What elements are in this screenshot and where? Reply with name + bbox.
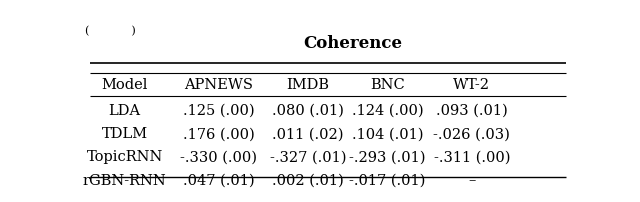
Text: .047 (.01): .047 (.01) xyxy=(183,173,255,187)
Text: WT-2: WT-2 xyxy=(453,78,490,92)
Text: .011 (.02): .011 (.02) xyxy=(273,127,344,141)
Text: APNEWS: APNEWS xyxy=(184,78,253,92)
Text: (            ): ( ) xyxy=(85,26,136,36)
Text: rGBN-RNN: rGBN-RNN xyxy=(83,173,166,187)
Text: TDLM: TDLM xyxy=(102,127,148,141)
Text: TopicRNN: TopicRNN xyxy=(86,150,163,164)
Text: .104 (.01): .104 (.01) xyxy=(352,127,423,141)
Text: .080 (.01): .080 (.01) xyxy=(272,104,344,118)
Text: LDA: LDA xyxy=(109,104,141,118)
Text: BNC: BNC xyxy=(370,78,405,92)
Text: .124 (.00): .124 (.00) xyxy=(352,104,423,118)
Text: Model: Model xyxy=(102,78,148,92)
Text: -.026 (.03): -.026 (.03) xyxy=(433,127,510,141)
Text: IMDB: IMDB xyxy=(287,78,330,92)
Text: .176 (.00): .176 (.00) xyxy=(183,127,255,141)
Text: -.327 (.01): -.327 (.01) xyxy=(270,150,346,164)
Text: -.017 (.01): -.017 (.01) xyxy=(349,173,426,187)
Text: –: – xyxy=(468,173,476,187)
Text: -.293 (.01): -.293 (.01) xyxy=(349,150,426,164)
Text: .125 (.00): .125 (.00) xyxy=(183,104,255,118)
Text: -.330 (.00): -.330 (.00) xyxy=(180,150,257,164)
Text: -.311 (.00): -.311 (.00) xyxy=(433,150,510,164)
Text: .093 (.01): .093 (.01) xyxy=(436,104,508,118)
Text: Coherence: Coherence xyxy=(303,35,403,52)
Text: .002 (.01): .002 (.01) xyxy=(272,173,344,187)
